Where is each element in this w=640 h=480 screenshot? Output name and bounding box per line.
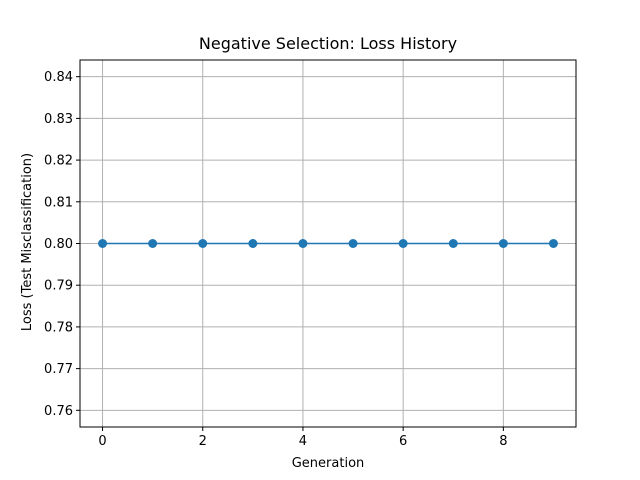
y-tick-label: 0.80 (44, 237, 73, 252)
x-tick-label: 4 (299, 434, 307, 449)
data-point (448, 239, 458, 248)
x-axis-title: Generation (292, 456, 365, 471)
x-tick-label: 0 (98, 434, 106, 449)
y-tick-label: 0.76 (44, 404, 73, 419)
x-tick-label: 8 (499, 434, 507, 449)
data-point (498, 239, 508, 248)
data-point (98, 239, 108, 248)
data-point (148, 239, 158, 248)
series-points (98, 239, 558, 248)
data-point (398, 239, 408, 248)
chart-title: Negative Selection: Loss History (199, 34, 457, 53)
y-tick-label: 0.79 (44, 279, 73, 294)
y-tick-label: 0.82 (44, 154, 73, 169)
y-tick-label: 0.77 (44, 362, 73, 377)
data-point (548, 239, 558, 248)
y-tick-label: 0.78 (44, 320, 73, 335)
x-tick-label: 2 (199, 434, 207, 449)
y-tick-label: 0.83 (44, 112, 73, 127)
data-point (198, 239, 208, 248)
y-tick-label: 0.81 (44, 195, 73, 210)
x-tick-label: 6 (399, 434, 407, 449)
x-axis-ticks: 0 2 4 6 8 (98, 427, 507, 449)
y-axis-ticks: 0.76 0.77 0.78 0.79 0.80 0.81 0.82 0.83 0.84 (44, 70, 80, 419)
data-point (248, 239, 258, 248)
data-point (298, 239, 308, 248)
y-axis-title: Loss (Test Misclassification) (20, 153, 35, 331)
data-point (348, 239, 358, 248)
y-tick-label: 0.84 (44, 70, 73, 85)
